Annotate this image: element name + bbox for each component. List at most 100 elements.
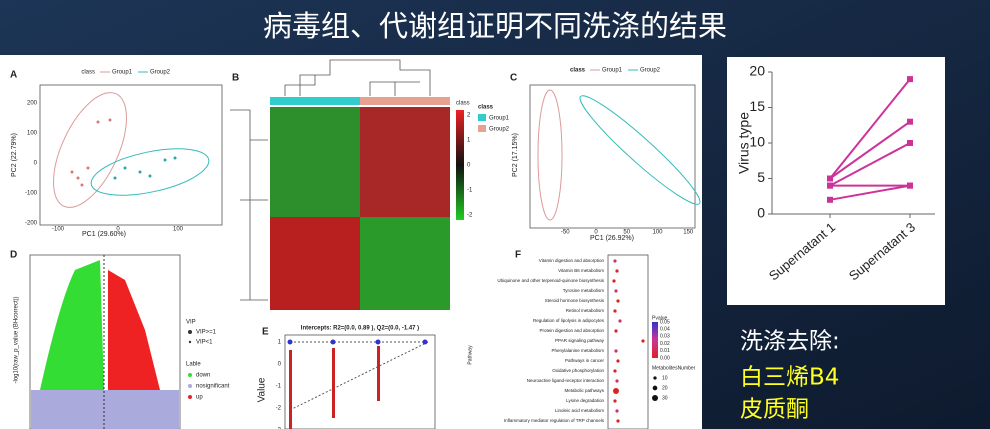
panel-c: C class Group1 Group2 -50 0 50 100 150 PC1 (… — [510, 68, 701, 242]
reference-line — [289, 341, 429, 411]
marker — [907, 182, 913, 189]
y-tick-label: -3 — [276, 428, 282, 429]
pathway-label: Linoleic acid metabolism — [555, 408, 604, 413]
marker — [907, 76, 913, 83]
legend-label: Group1 — [489, 116, 510, 122]
pathway-label: Protein digestion and absorption — [539, 328, 604, 333]
series-line — [829, 78, 911, 180]
legend-label: Group1 — [602, 68, 623, 74]
plot-frame — [529, 84, 696, 229]
panel-d: D -log10(raw_p_value (BHcorrect)) VIP VI… — [10, 250, 230, 429]
dot — [614, 349, 618, 353]
ellipse — [90, 148, 210, 196]
legend-title: class — [81, 70, 95, 76]
x-axis-label: PC1 (26.92%) — [590, 235, 634, 242]
dot — [614, 329, 618, 333]
ellipse — [537, 89, 563, 221]
heatmap-block — [360, 217, 450, 310]
scale-label: 1 — [467, 138, 471, 144]
size-label: 30 — [662, 395, 668, 401]
pathway-label: Inflammatory mediator regulation of TRP … — [504, 418, 605, 423]
y-axis-label: PC2 (17.15%) — [512, 133, 519, 177]
scale-label: 0.05 — [660, 319, 670, 325]
panel-a: A class Group1 Group2 PC1 (29.60%) PC2 (… — [10, 70, 223, 238]
dot — [612, 279, 616, 283]
dot — [614, 289, 618, 293]
size-key — [653, 376, 657, 380]
legend-title: VIP — [186, 320, 196, 326]
points — [287, 339, 428, 345]
legend-label: Group2 — [640, 68, 661, 74]
legend-label: Group2 — [489, 127, 510, 133]
pathway-label: Pathways in cancer — [565, 358, 605, 363]
heatmap-block — [360, 107, 450, 217]
note-item: 皮质酮 — [740, 397, 809, 423]
dot — [613, 309, 617, 313]
dendrogram — [230, 59, 431, 301]
size-key — [652, 385, 658, 391]
y-tick-label: 5 — [757, 169, 765, 185]
size-key — [652, 395, 658, 401]
plot-frame — [284, 334, 436, 429]
dot — [615, 409, 619, 413]
scale-label: 0.01 — [660, 348, 670, 354]
x-tick-label: 0 — [594, 230, 598, 236]
note-title: 洗涤去除: — [740, 329, 840, 355]
dot — [613, 399, 617, 403]
dot — [641, 339, 645, 343]
heatmap-block — [270, 107, 360, 217]
pathway-label: Vitamin B6 metabolism — [558, 268, 604, 273]
y-tick-label: -200 — [25, 221, 38, 227]
x-tick-label: 0 — [116, 227, 120, 233]
y-axis-label: PC2 (22.79%) — [11, 133, 18, 177]
points — [70, 118, 112, 187]
scale-label: 0 — [467, 163, 471, 169]
panel-letter: B — [232, 73, 239, 84]
pathway-label: Vitamin digestion and absorption — [539, 258, 605, 263]
marker — [827, 175, 833, 182]
legend-label: VIP<1 — [196, 340, 213, 346]
marker — [907, 118, 913, 125]
x-tick-label: 50 — [623, 230, 630, 236]
y-tick-label: 200 — [27, 101, 38, 107]
color-scale — [456, 110, 464, 220]
legend-title: MetabolitesNumber — [652, 365, 696, 371]
pathway-label: Phenylalanine metabolism — [551, 348, 604, 353]
legend-label: Group1 — [112, 70, 133, 76]
legend-key — [188, 330, 192, 334]
scatter-cloud — [31, 390, 179, 429]
pathway-label: Steroid hormone biosynthesis — [545, 298, 605, 303]
legend-key — [188, 340, 192, 344]
panel-letter: C — [510, 73, 517, 84]
dot — [615, 269, 619, 273]
y-tick-label: 100 — [27, 131, 38, 137]
y-axis-label: Virus type — [736, 112, 752, 174]
plot-frame — [607, 254, 649, 429]
y-tick-label: -1 — [276, 384, 282, 390]
panel-letter: A — [10, 70, 17, 81]
scale-label: -1 — [467, 188, 473, 194]
size-label: 10 — [662, 375, 668, 381]
class-bar — [360, 97, 450, 105]
permutation-column — [332, 348, 335, 418]
scale-title: class — [456, 101, 470, 107]
panel-letter: F — [515, 250, 521, 261]
marker — [827, 182, 833, 189]
legend-key — [188, 384, 192, 388]
points — [113, 156, 177, 180]
panel-b: B class 2 1 0 -1 -2 class Group1 Group2 — [230, 59, 510, 310]
y-tick-label: 15 — [749, 98, 765, 114]
scale-label: 2 — [467, 113, 471, 119]
pathway-label: Neuroactive ligand-receptor interaction — [527, 378, 605, 383]
x-tick-label: 100 — [173, 227, 184, 233]
legend-key — [188, 395, 192, 399]
y-tick-label: -100 — [25, 191, 38, 197]
y-tick-label: 0 — [34, 161, 38, 167]
x-tick-label: 100 — [652, 230, 663, 236]
scale-label: 0.02 — [660, 341, 670, 347]
y-axis-label: -log10(raw_p_value (BHcorrect)) — [14, 296, 20, 383]
marker — [827, 196, 833, 203]
dot — [613, 388, 619, 394]
scale-label: 0.00 — [660, 355, 670, 361]
y-tick-label: 20 — [749, 63, 765, 79]
